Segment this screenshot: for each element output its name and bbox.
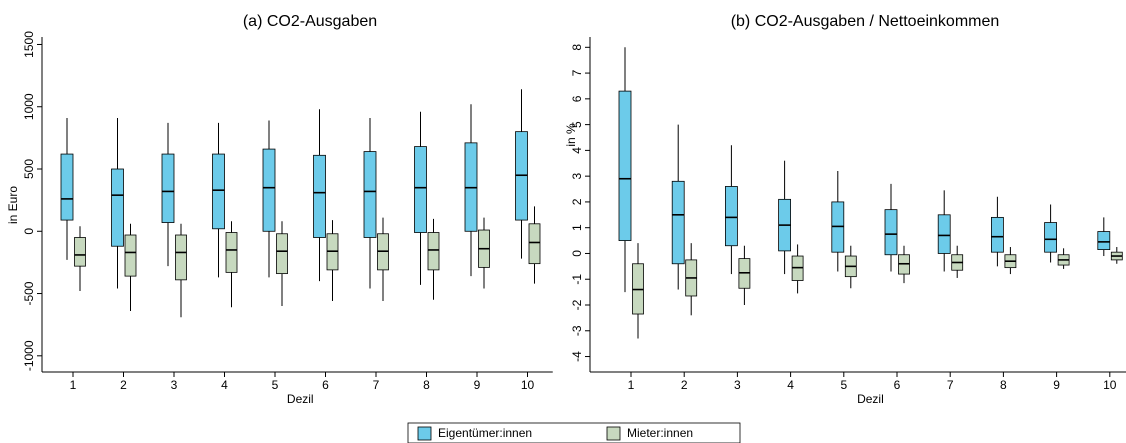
box <box>225 232 238 273</box>
x-axis-label: Dezil <box>857 392 884 406</box>
x-tick-label: 4 <box>221 378 228 392</box>
x-tick-label: 8 <box>1000 378 1007 392</box>
box <box>884 209 898 256</box>
x-tick-label: 5 <box>272 378 279 392</box>
x-axis-label: Dezil <box>287 392 314 406</box>
y-axis-label: in % <box>564 123 578 147</box>
y-tick-label: 0 <box>570 250 584 257</box>
box <box>276 233 288 275</box>
y-tick-label: -4 <box>570 351 584 362</box>
y-tick-label: -3 <box>570 325 584 336</box>
x-tick-label: 4 <box>787 378 794 392</box>
box <box>1097 231 1111 250</box>
y-tick-label: 3 <box>570 172 584 179</box>
x-tick-label: 8 <box>423 378 430 392</box>
y-tick-label: 2 <box>570 198 584 205</box>
box <box>363 151 377 238</box>
box <box>60 153 74 221</box>
x-tick-label: 6 <box>322 378 329 392</box>
y-tick-label: 7 <box>570 69 584 76</box>
y-tick-label: 1500 <box>22 31 36 58</box>
y-tick-label: -500 <box>22 281 36 305</box>
y-tick-label: -2 <box>570 299 584 310</box>
y-tick-label: 6 <box>570 95 584 102</box>
box <box>937 214 951 254</box>
y-tick-label: 8 <box>570 44 584 51</box>
x-tick-label: 2 <box>681 378 688 392</box>
y-tick-label: 500 <box>22 159 36 179</box>
x-tick-label: 7 <box>373 378 380 392</box>
x-tick-label: 3 <box>171 378 178 392</box>
box <box>427 232 440 271</box>
y-tick-label: -1000 <box>22 340 36 371</box>
box <box>111 168 124 247</box>
y-tick-label: 1 <box>570 224 584 231</box>
box <box>618 90 632 241</box>
y-axis-label: in Euro <box>6 186 20 224</box>
x-tick-label: 3 <box>734 378 741 392</box>
x-tick-label: 9 <box>1053 378 1060 392</box>
legend-label: Eigentümer:innen <box>438 426 532 440</box>
x-tick-label: 2 <box>120 378 127 392</box>
x-tick-label: 5 <box>840 378 847 392</box>
legend-swatch <box>417 426 432 441</box>
box <box>313 154 326 238</box>
box <box>175 234 187 281</box>
y-tick-label: 5 <box>570 121 584 128</box>
legend-swatch <box>606 426 621 441</box>
box <box>74 237 86 267</box>
x-tick-label: 7 <box>947 378 954 392</box>
legend-frame <box>407 422 741 443</box>
x-tick-label: 10 <box>521 378 535 392</box>
chart-title: (b) CO2-Ausgaben / Nettoeinkommen <box>731 13 1000 30</box>
box <box>414 146 427 233</box>
box <box>161 153 175 223</box>
x-tick-label: 1 <box>628 378 635 392</box>
box <box>528 223 541 265</box>
box <box>212 153 225 230</box>
x-tick-label: 6 <box>894 378 901 392</box>
y-tick-label: 1000 <box>22 93 36 120</box>
y-tick-label: -1 <box>570 274 584 285</box>
box <box>725 186 738 247</box>
box <box>124 234 137 277</box>
chart-title: (a) CO2-Ausgaben <box>243 13 377 30</box>
x-tick-label: 10 <box>1103 378 1117 392</box>
box <box>991 216 1004 253</box>
box <box>262 148 276 232</box>
box <box>671 180 685 265</box>
x-tick-label: 9 <box>474 378 481 392</box>
x-tick-label: 1 <box>70 378 77 392</box>
legend-label: Mieter:innen <box>627 426 693 440</box>
y-tick-label: 4 <box>570 147 584 154</box>
y-tick-label: 0 <box>22 228 36 235</box>
box <box>1044 222 1057 253</box>
